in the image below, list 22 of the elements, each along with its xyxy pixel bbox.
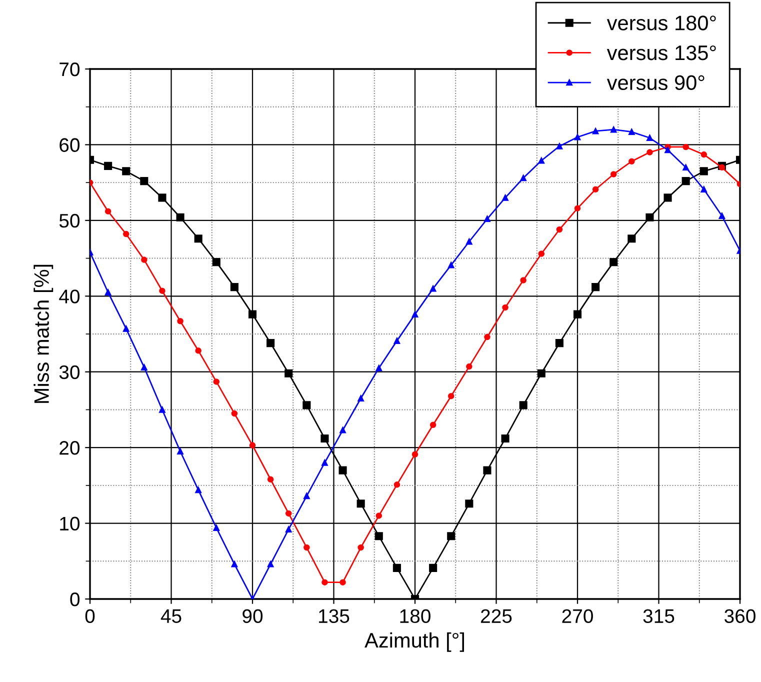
x-tick-label: 45 [160, 609, 182, 624]
x-tick-label: 360 [724, 609, 756, 624]
x-tick-label: 90 [242, 609, 263, 624]
x-tick-label: 180 [400, 609, 430, 624]
y-tick-label: 60 [60, 138, 80, 152]
x-axis-title: Azimuth [°] [364, 632, 464, 652]
y-tick-label: 40 [59, 290, 80, 304]
y-axis-title: Miss match [%] [34, 264, 54, 403]
x-tick-label: 0 [85, 609, 95, 624]
y-tick-label: 20 [60, 441, 80, 455]
x-tick-label: 225 [481, 609, 512, 624]
legend-label: versus 90° [606, 75, 704, 90]
y-tick-label: 10 [60, 516, 80, 531]
x-tick-label: 315 [643, 609, 674, 624]
y-tick-label: 70 [60, 62, 80, 76]
legend-label: versus 135° [606, 45, 716, 60]
x-tick-label: 270 [562, 609, 593, 624]
x-tick-label: 135 [319, 609, 350, 624]
legend-label: versus 180° [606, 16, 716, 30]
y-tick-label: 30 [59, 365, 80, 380]
y-tick-label: 0 [70, 592, 80, 606]
y-tick-label: 50 [59, 214, 80, 228]
